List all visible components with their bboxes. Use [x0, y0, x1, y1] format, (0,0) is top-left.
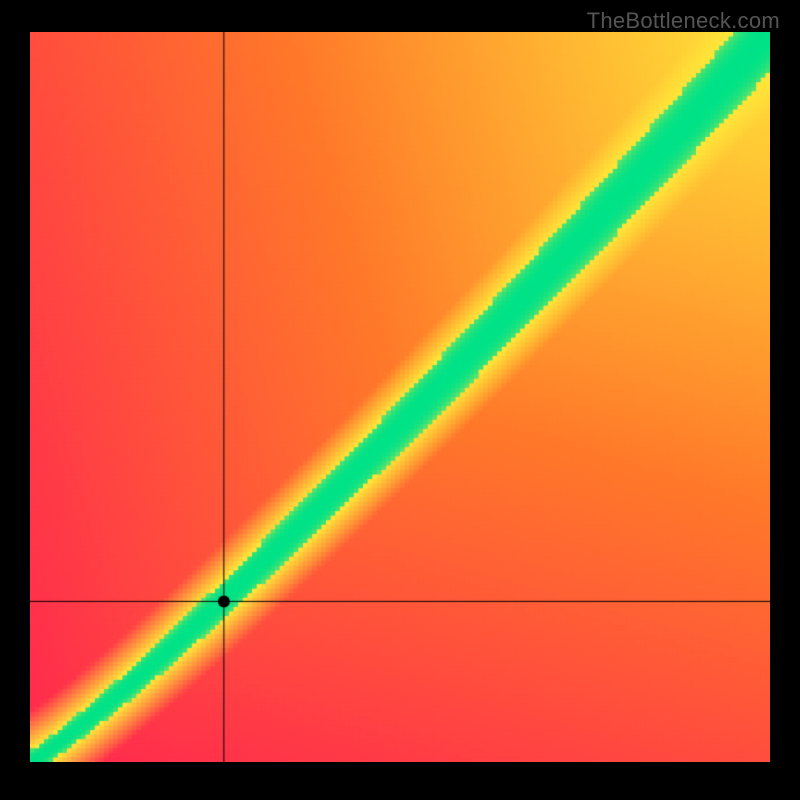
plot-area: [30, 32, 770, 762]
chart-container: TheBottleneck.com: [0, 0, 800, 800]
watermark-text: TheBottleneck.com: [587, 8, 780, 34]
heatmap-canvas: [30, 32, 770, 762]
